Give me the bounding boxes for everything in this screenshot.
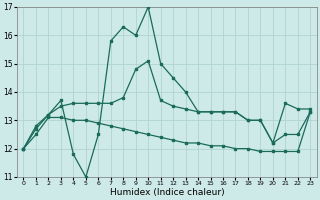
X-axis label: Humidex (Indice chaleur): Humidex (Indice chaleur) [109, 188, 224, 197]
